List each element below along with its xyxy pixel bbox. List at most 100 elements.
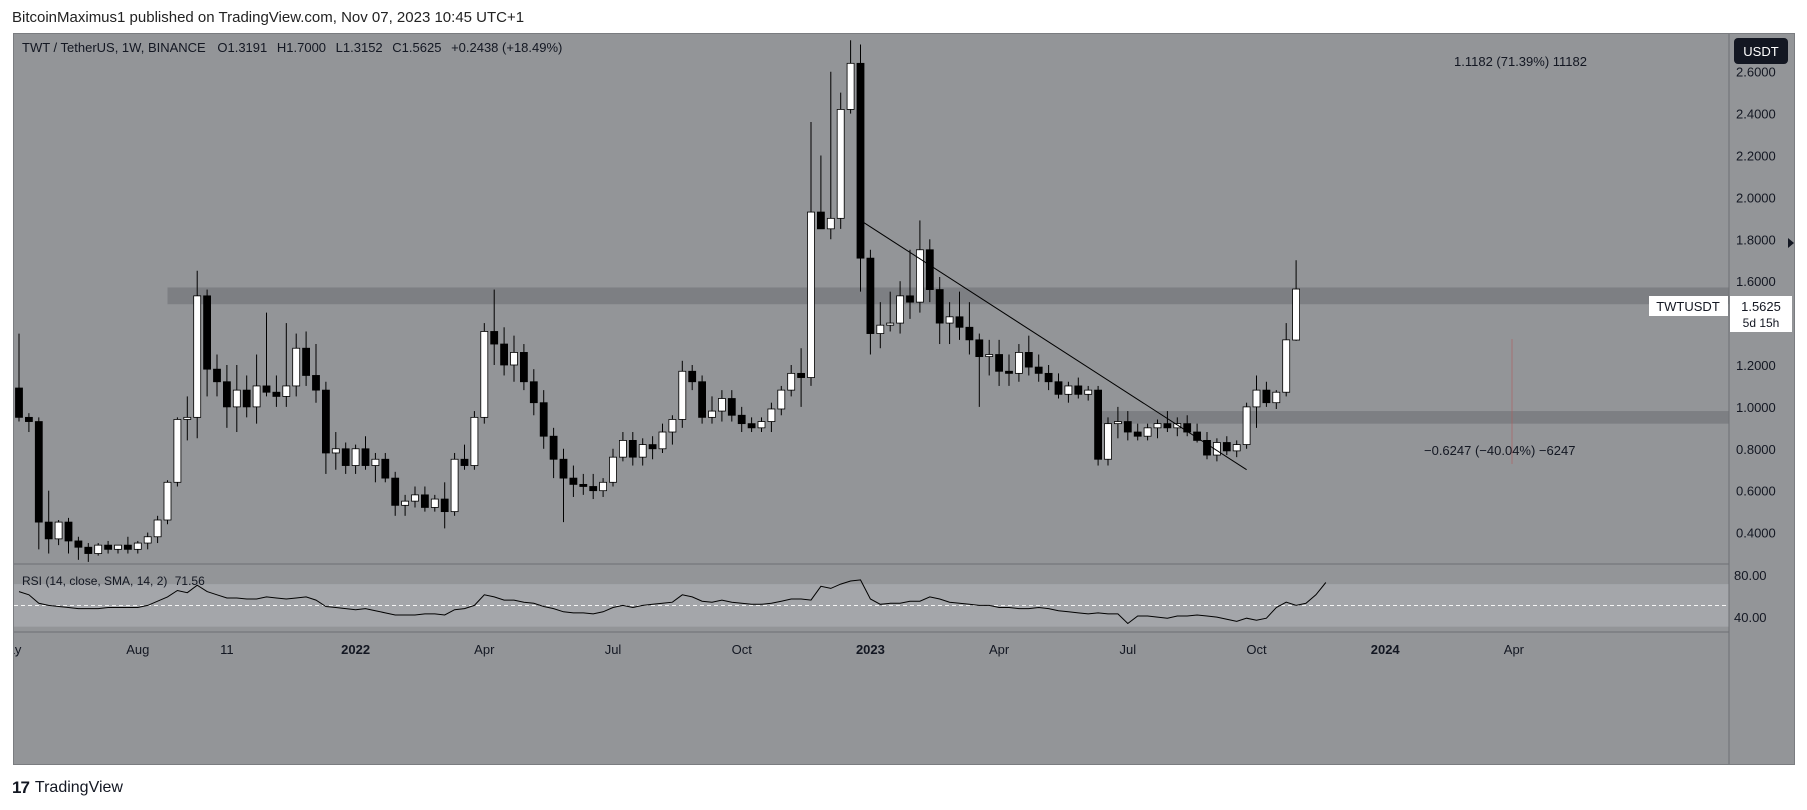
candle-body xyxy=(391,477,400,506)
candle-body xyxy=(500,343,509,366)
candle-body xyxy=(272,391,281,397)
candle-body xyxy=(1272,391,1281,404)
candle-body xyxy=(143,536,152,544)
candle-body xyxy=(163,481,172,521)
price-tick: 0.8000 xyxy=(1736,442,1776,457)
candle-body xyxy=(1153,423,1162,429)
candle-body xyxy=(549,435,558,460)
candle-body xyxy=(589,486,598,492)
candle-body xyxy=(1104,423,1112,460)
candle-body xyxy=(173,419,182,483)
candle-body xyxy=(480,331,489,418)
candle-body xyxy=(708,410,716,418)
candle-body xyxy=(985,354,994,358)
candle-body xyxy=(569,477,578,485)
candle-body xyxy=(104,544,112,550)
candle-body xyxy=(916,249,924,303)
candle-body xyxy=(213,368,221,383)
candle-body xyxy=(619,440,627,458)
chart-frame: 0.40000.60000.80001.00001.20001.40001.60… xyxy=(0,33,1795,765)
candle-body xyxy=(1034,366,1043,374)
price-tick: 0.6000 xyxy=(1736,484,1776,499)
legend-h-label: H xyxy=(277,40,286,55)
candle-body xyxy=(1292,288,1300,341)
rsi-value: 71.56 xyxy=(175,574,205,588)
legend-symbol: TWT / TetherUS, 1W, BINANCE xyxy=(22,40,206,55)
candle-body xyxy=(242,389,251,408)
candle-body xyxy=(876,324,885,334)
candle-body xyxy=(1015,352,1023,374)
candle-body xyxy=(688,370,697,383)
descending-trendline xyxy=(860,220,1247,471)
candle-body xyxy=(965,326,974,341)
candle-body xyxy=(727,398,736,416)
candle-body xyxy=(747,423,756,429)
time-tick: Aug xyxy=(126,642,149,657)
candle-body xyxy=(1044,372,1053,383)
tradingview-logo-icon: 17 xyxy=(12,778,30,797)
currency-button[interactable]: USDT xyxy=(1734,38,1788,64)
chart-background xyxy=(14,34,1794,764)
candle-body xyxy=(262,385,271,393)
time-tick: 11 xyxy=(220,642,234,657)
price-tick: 1.8000 xyxy=(1736,232,1776,247)
candle-body xyxy=(222,381,231,408)
time-tick: Apr xyxy=(1504,642,1525,657)
candle-body xyxy=(846,62,855,110)
price-axis: 0.40000.60000.80001.00001.20001.40001.60… xyxy=(1736,65,1776,541)
candle-body xyxy=(1024,352,1033,368)
candle-body xyxy=(232,389,241,408)
rsi-label: RSI (14, close, SMA, 14, 2) 71.56 xyxy=(22,574,205,588)
candle-body xyxy=(420,494,429,508)
upper-measure-label: 1.1182 (71.39%) 11182 xyxy=(1454,54,1587,69)
candle-body xyxy=(1252,389,1261,408)
publisher-line: BitcoinMaximus1 published on TradingView… xyxy=(12,9,525,26)
price-scale-panel[interactable] xyxy=(1729,34,1794,764)
time-tick: Apr xyxy=(474,642,495,657)
candle-body xyxy=(668,419,677,433)
candle-body xyxy=(718,398,726,412)
candle-body xyxy=(1133,431,1142,437)
rsi-name: RSI (14, close, SMA, 14, 2) xyxy=(22,574,167,588)
time-tick: Jul xyxy=(605,642,622,657)
time-tick: 2023 xyxy=(856,642,885,657)
candle-body xyxy=(1084,389,1093,395)
candle-body xyxy=(1262,389,1271,404)
price-tick: 1.0000 xyxy=(1736,400,1776,415)
time-tick: Oct xyxy=(1246,642,1267,657)
candle-body xyxy=(906,295,914,303)
candle-body xyxy=(787,372,796,391)
candle-body xyxy=(490,331,499,345)
rsi-line xyxy=(18,579,1327,625)
candle-body xyxy=(539,402,548,437)
candle-body xyxy=(777,389,786,410)
candle-body xyxy=(74,540,83,548)
candle-body xyxy=(658,431,667,450)
candle-body xyxy=(529,381,538,404)
legend-high: 1.7000 xyxy=(286,40,326,55)
candle-body xyxy=(450,458,459,513)
candle-body xyxy=(312,375,320,391)
candle-body xyxy=(757,421,766,429)
candle-body xyxy=(460,458,469,466)
tradingview-chart[interactable]: 0.40000.60000.80001.00001.20001.40001.60… xyxy=(0,34,1794,764)
candle-body xyxy=(470,416,479,466)
candle-body xyxy=(24,416,33,422)
price-tick: 2.4000 xyxy=(1736,107,1776,122)
candle-body xyxy=(183,416,192,420)
candle-body xyxy=(1064,385,1073,395)
candle-body xyxy=(341,448,350,466)
candle-body xyxy=(866,257,875,334)
time-tick: Oct xyxy=(732,642,753,657)
candle-body xyxy=(1005,370,1013,374)
candle-body xyxy=(124,544,132,550)
candle-body xyxy=(935,289,944,324)
legend-l-label: L xyxy=(336,40,343,55)
candle-body xyxy=(1193,431,1201,441)
price-tag-ticker: TWTUSDT xyxy=(1656,299,1720,314)
scale-arrow-icon[interactable] xyxy=(1788,238,1794,248)
candle-body xyxy=(737,414,746,425)
price-tag-price: 1.5625 xyxy=(1741,299,1781,314)
candle-body xyxy=(361,448,370,466)
support-zone xyxy=(1098,411,1729,424)
